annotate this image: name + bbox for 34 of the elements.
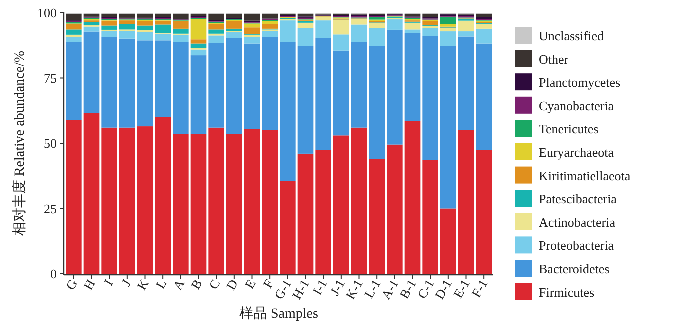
- legend-label: Proteobacteria: [539, 238, 614, 254]
- x-tick-label: L-1: [361, 277, 384, 301]
- y-tick-label: 0: [50, 266, 57, 282]
- legend-label: Firmicutes: [539, 284, 595, 300]
- x-axis-title: 样品 Samples: [240, 306, 318, 322]
- legend-label: Cyanobacteria: [539, 98, 614, 114]
- legend-label: Tenericutes: [539, 122, 599, 137]
- legend-label: Actinobacteria: [539, 214, 616, 230]
- legend-label: Bacteroidetes: [539, 262, 610, 276]
- x-tick-label: B: [188, 276, 206, 292]
- x-tick-label: F-1: [468, 277, 491, 300]
- legend-label: Planctomycetes: [539, 75, 621, 90]
- y-tick-label: 25: [44, 201, 57, 216]
- x-tick-label: D: [223, 277, 242, 293]
- x-tick-label: H: [80, 277, 98, 293]
- x-tick-label: E: [242, 276, 259, 292]
- x-tick-label: K: [134, 276, 152, 293]
- y-axis-title: 相对丰度 Relative abundance/%: [12, 50, 28, 236]
- legend-label: Patescibacteria: [539, 192, 618, 207]
- legend-label: Other: [539, 52, 570, 67]
- x-tick-label: J: [118, 277, 134, 289]
- x-tick-label: L: [152, 276, 170, 292]
- legend-label: Euryarchaeota: [539, 145, 614, 160]
- legend-label: Unclassified: [539, 28, 604, 44]
- x-tick-label: F: [260, 277, 277, 291]
- x-tick-label: A: [170, 276, 188, 293]
- x-tick-label: G: [62, 277, 81, 293]
- y-tick-label: 75: [44, 70, 57, 86]
- x-tick-label: I: [101, 277, 116, 288]
- legend-label: Kiritimatiellaeota: [539, 168, 631, 184]
- y-tick-label: 100: [38, 6, 57, 20]
- y-tick-label: 50: [44, 136, 57, 151]
- x-tick-label: I-1: [310, 277, 330, 298]
- x-tick-label: C: [206, 277, 224, 292]
